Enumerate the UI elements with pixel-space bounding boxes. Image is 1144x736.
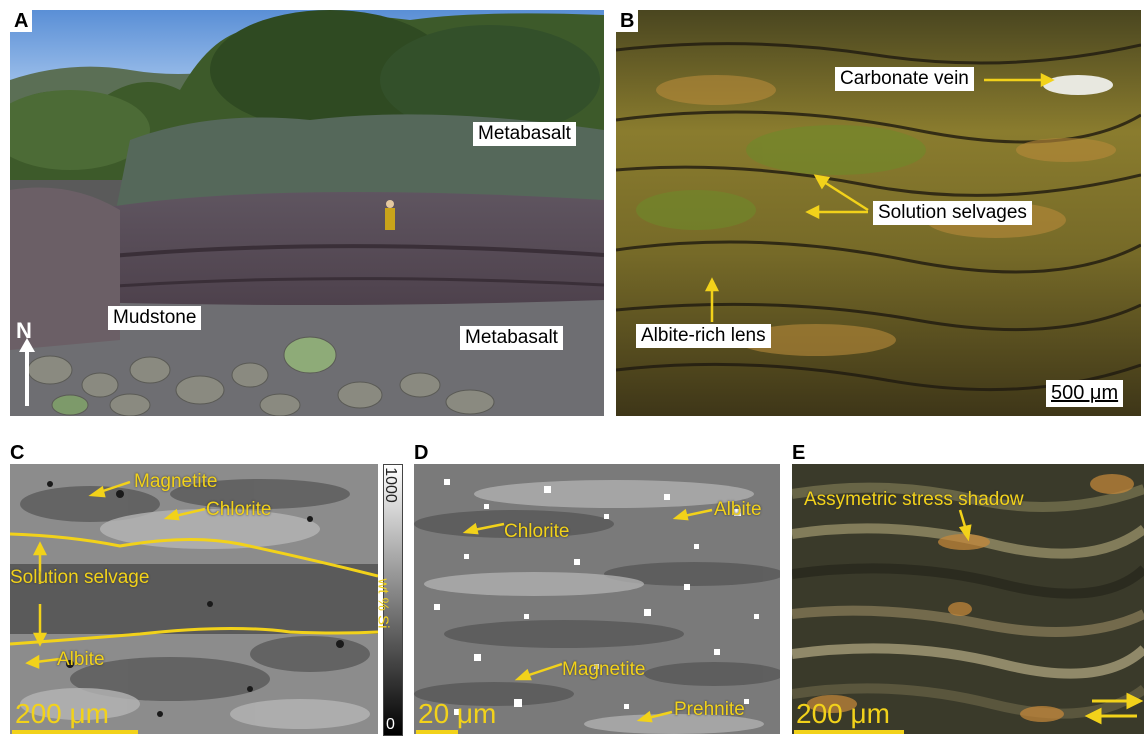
panel-e-thin-section: E Assymetric stress shadow 200 μm bbox=[792, 442, 1144, 734]
label-stress-shadow: Assymetric stress shadow bbox=[804, 489, 1024, 510]
colorbar-min: 0 bbox=[386, 716, 395, 733]
panel-c-si-map: C Magnetite Chlorite Solu bbox=[10, 442, 378, 734]
label-solution-selvages: Solution selvages bbox=[873, 201, 1032, 225]
label-albite-rich-lens: Albite-rich lens bbox=[636, 324, 771, 348]
si-map-image bbox=[10, 464, 378, 734]
panel-letter-b: B bbox=[616, 10, 639, 32]
panel-letter-e: E bbox=[792, 442, 810, 464]
scale-text-d: 20 μm bbox=[418, 698, 497, 729]
panel-a-outcrop-photo: A Metabasalt Mudstone Metabasalt N bbox=[10, 10, 604, 416]
label-metabasalt-top: Metabasalt bbox=[473, 122, 576, 146]
label-prehnite: Prehnite bbox=[674, 699, 745, 720]
label-carbonate-vein: Carbonate vein bbox=[835, 67, 974, 91]
panel-letter-d: D bbox=[414, 442, 433, 464]
panel-b-thin-section: B Carbonate vein Solution selvages Albit… bbox=[616, 10, 1141, 416]
bse-image bbox=[414, 464, 780, 734]
panel-letter-c: C bbox=[10, 442, 29, 464]
colorbar-max: 1000 bbox=[381, 467, 399, 503]
scale-text-e: 200 μm bbox=[796, 698, 890, 729]
panel-d-bse-image: D Chlorite Albite Magnetit bbox=[414, 442, 780, 734]
label-chlorite-d: Chlorite bbox=[504, 521, 570, 542]
label-albite-c: Albite bbox=[57, 649, 105, 670]
outcrop-photo bbox=[10, 10, 604, 416]
north-label: N bbox=[16, 318, 32, 343]
label-magnetite-c: Magnetite bbox=[134, 471, 218, 492]
label-chlorite-c: Chlorite bbox=[206, 499, 272, 520]
colorbar-unit: wt % Si bbox=[374, 578, 392, 629]
panel-letter-a: A bbox=[10, 10, 33, 32]
label-magnetite-d: Magnetite bbox=[562, 659, 646, 680]
label-solution-selvage: Solution selvage bbox=[10, 567, 150, 588]
scale-text-b: 500 μm bbox=[1051, 382, 1119, 404]
xpl-thin-section-image bbox=[792, 464, 1144, 734]
label-metabasalt-bottom: Metabasalt bbox=[460, 326, 563, 350]
label-albite-d: Albite bbox=[714, 499, 762, 520]
panel-b-arrows bbox=[704, 72, 1055, 322]
scale-text-c: 200 μm bbox=[15, 698, 109, 729]
label-mudstone: Mudstone bbox=[108, 306, 202, 330]
north-arrow-icon bbox=[19, 338, 35, 406]
scale-bar-b: 500 μm bbox=[1046, 380, 1124, 407]
